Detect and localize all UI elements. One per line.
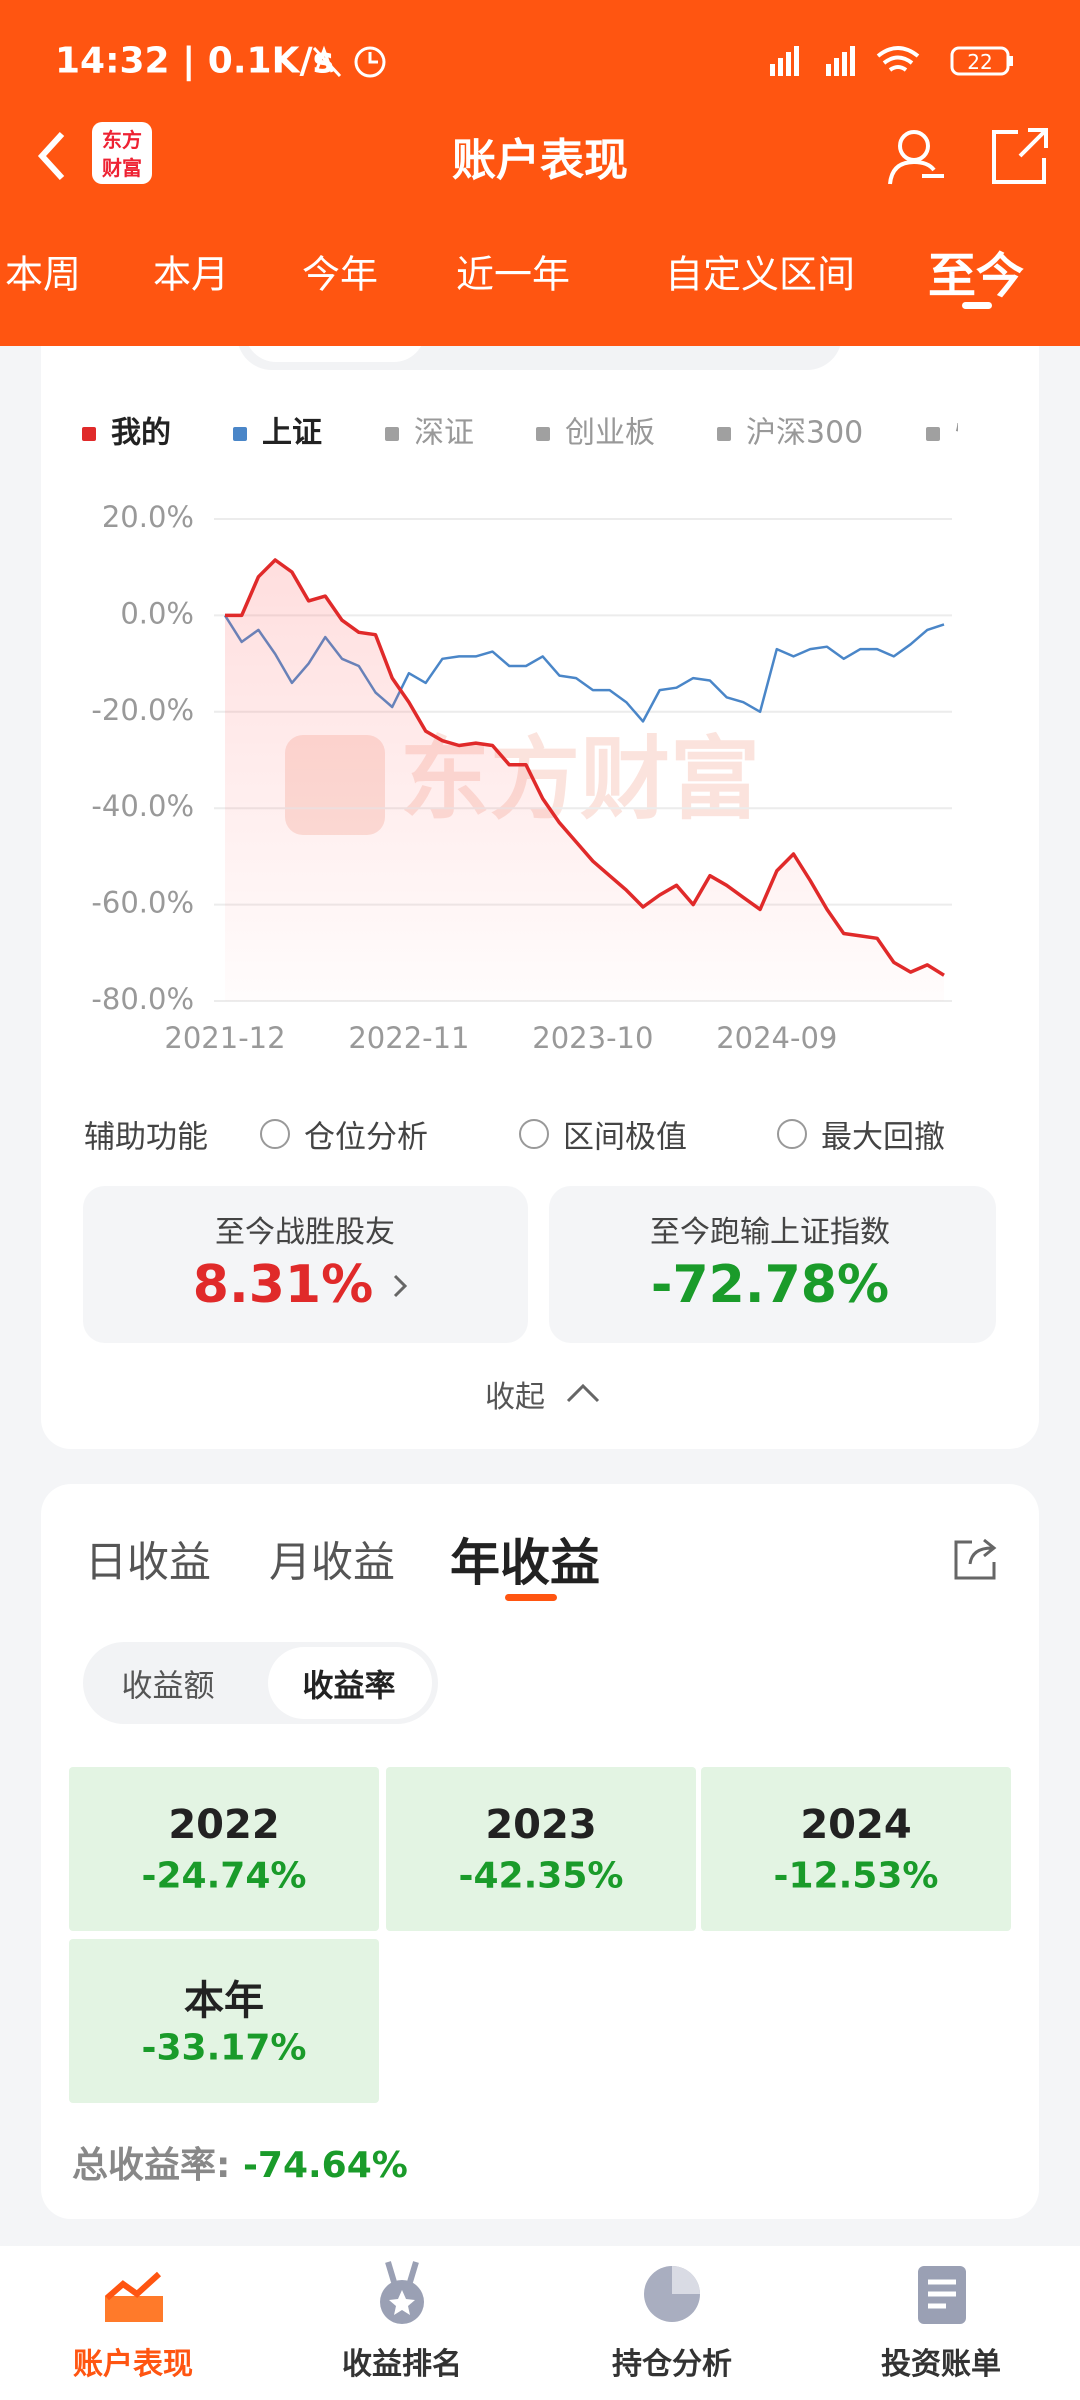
returns-tab[interactable]: 月收益: [268, 1537, 396, 1587]
legend: 我的 上证 深证 创业板 沪深300 恒: [82, 416, 985, 451]
legend-label[interactable]: 恒: [955, 416, 985, 451]
stat-box: [83, 1186, 528, 1343]
y-tick-label: 20.0%: [102, 500, 194, 534]
total-line: 总收益率: -74.64%: [72, 2136, 408, 2188]
bottom-nav: [0, 2246, 1080, 2400]
collapse-button[interactable]: 收起: [485, 1380, 545, 1415]
series-line: [225, 558, 945, 977]
battery-level: 22: [967, 50, 993, 74]
range-tab[interactable]: 自定义区间: [664, 252, 856, 297]
total-value: -74.64%: [242, 2145, 408, 2186]
back-button[interactable]: [34, 128, 74, 184]
assist-label: 辅助功能: [84, 1119, 208, 1156]
share-button[interactable]: [990, 126, 1050, 186]
legend-swatch[interactable]: [233, 427, 247, 441]
cell-label: 2023: [485, 1802, 597, 1848]
returns-tab-active[interactable]: 年收益: [450, 1534, 600, 1592]
legend-swatch[interactable]: [926, 427, 940, 441]
logo-text: 东方: [102, 128, 142, 152]
assist-option[interactable]: 仓位分析: [304, 1119, 428, 1156]
total-label: 总收益率:: [72, 2145, 231, 2186]
toggle-active: [268, 1647, 432, 1719]
nav-item-active[interactable]: 账户表现: [73, 2347, 193, 2382]
stat-value: 8.31%: [192, 1255, 374, 1315]
return-cell: [386, 1767, 696, 1931]
legend-label[interactable]: 沪深300: [746, 416, 863, 451]
range-tab[interactable]: 今年: [301, 252, 379, 297]
stat-label: 至今战胜股友: [215, 1215, 395, 1250]
toggle-option[interactable]: 收益额: [121, 1668, 215, 1705]
radio[interactable]: [260, 1119, 290, 1149]
cell-value: -33.17%: [141, 2027, 307, 2069]
range-tab[interactable]: 近一年: [455, 252, 571, 297]
cell-value: -12.53%: [773, 1855, 939, 1897]
nav-icon[interactable]: [103, 2268, 165, 2324]
header: 14:32 | 0.1K/s 22 东方财富 账户表现 本周 本月 今年 近一年 自定义…: [0, 0, 1080, 346]
nav-item[interactable]: 持仓分析: [612, 2347, 732, 2382]
nav-item[interactable]: 收益排名: [342, 2347, 462, 2382]
x-tick-label: 2024-09: [716, 1021, 837, 1055]
tab-underline: [962, 302, 992, 309]
chevron[interactable]: [390, 1272, 410, 1300]
legend-swatch[interactable]: [385, 427, 399, 441]
page-title: 账户表现: [452, 135, 628, 186]
tab-underline: [505, 1594, 557, 1601]
returns-tab[interactable]: 日收益: [84, 1537, 212, 1587]
radio[interactable]: [777, 1119, 807, 1149]
range-tab[interactable]: 本月: [152, 252, 230, 297]
legend-swatch[interactable]: [82, 427, 96, 441]
y-tick-label: -40.0%: [91, 789, 194, 823]
stat-label: 至今跑输上证指数: [650, 1215, 890, 1250]
status-right-icons: [770, 46, 1013, 76]
return-cell: [69, 1939, 379, 2103]
cell-value: -24.74%: [141, 1855, 307, 1897]
return-cell: [701, 1767, 1011, 1931]
return-cell: [69, 1767, 379, 1931]
x-tick-label: 2023-10: [532, 1021, 653, 1055]
toggle-option-active[interactable]: 收益率: [302, 1668, 396, 1705]
collapse-icon[interactable]: [565, 1382, 601, 1404]
assist-option[interactable]: 区间极值: [563, 1119, 687, 1156]
area: [225, 560, 944, 1001]
nav-icon[interactable]: [642, 2264, 702, 2324]
cell-label: 2024: [800, 1802, 912, 1848]
status-time: 14:32 | 0.1K/s: [55, 40, 335, 82]
radio[interactable]: [519, 1119, 549, 1149]
nav-icon[interactable]: [374, 2260, 430, 2326]
y-tick-label: -80.0%: [91, 982, 194, 1016]
legend-swatch[interactable]: [717, 427, 731, 441]
status-icons: [312, 45, 386, 78]
legend-label[interactable]: 深证: [414, 416, 474, 451]
stat-box: [549, 1186, 996, 1343]
range-tab-active[interactable]: 至今: [927, 248, 1025, 304]
share-returns[interactable]: [952, 1536, 1000, 1582]
chart: 东方财富 -80.0%-60.0%-40.0%-20.0%0.0%20.0%20…: [82, 416, 985, 1055]
stat-value: -72.78%: [650, 1255, 890, 1315]
cell-value: -42.35%: [458, 1855, 624, 1897]
toggle: [83, 1642, 438, 1724]
nav-item[interactable]: 投资账单: [881, 2347, 1001, 2382]
x-tick-label: 2022-11: [348, 1021, 469, 1055]
logo-text: 财富: [102, 156, 142, 180]
legend-swatch[interactable]: [536, 427, 550, 441]
legend-label[interactable]: 创业板: [565, 416, 655, 451]
y-tick-label: -60.0%: [91, 886, 194, 920]
legend-label[interactable]: 我的: [111, 416, 171, 451]
legend-label[interactable]: 上证: [262, 416, 322, 451]
y-tick-label: -20.0%: [91, 693, 194, 727]
y-tick-label: 0.0%: [120, 596, 194, 630]
range-tab[interactable]: 本周: [4, 252, 82, 297]
nav-icon[interactable]: [916, 2264, 968, 2326]
x-tick-label: 2021-12: [164, 1021, 285, 1055]
assist-option[interactable]: 最大回撤: [821, 1119, 945, 1156]
user-button[interactable]: [884, 124, 948, 188]
cell-label: 本年: [184, 1978, 264, 2024]
logo: 东方 财富: [92, 122, 152, 184]
cell-label: 2022: [168, 1802, 280, 1848]
